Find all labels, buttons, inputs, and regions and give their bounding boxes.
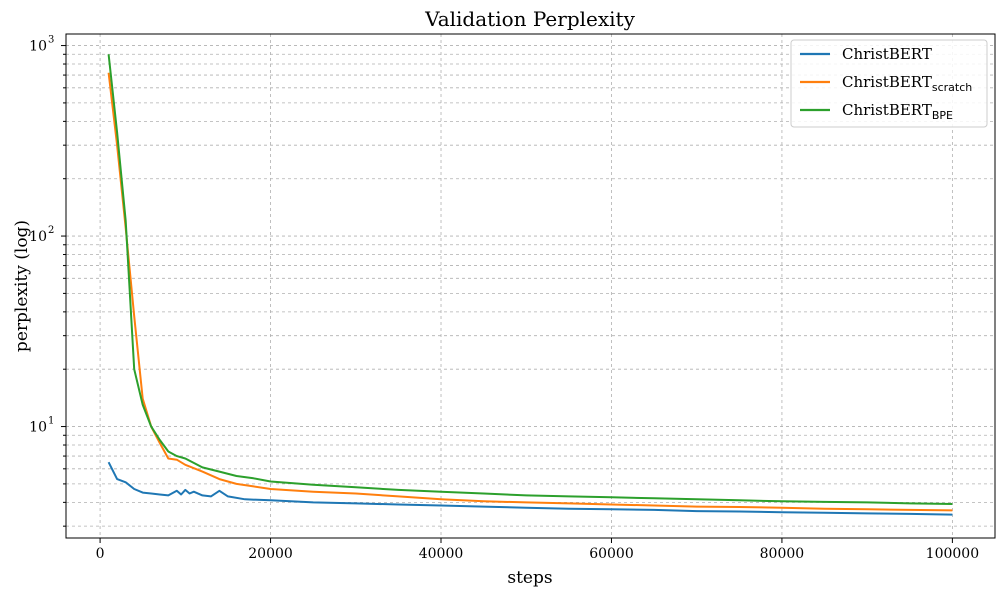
y-tick-base: 10 bbox=[29, 39, 47, 55]
x-tick-label: 0 bbox=[96, 546, 105, 562]
legend-label-subscript: BPE bbox=[932, 109, 953, 122]
y-tick-base: 10 bbox=[29, 229, 47, 245]
x-tick-label: 80000 bbox=[760, 546, 805, 562]
legend-label: ChristBERTBPE bbox=[842, 101, 953, 122]
series-line-base bbox=[107, 461, 953, 516]
y-tick-exponent: 2 bbox=[48, 225, 54, 236]
x-tick-label: 60000 bbox=[589, 546, 634, 562]
legend-box bbox=[790, 39, 988, 128]
series-line-bpe bbox=[107, 54, 953, 505]
legend-label: ChristBERTscratch bbox=[842, 73, 972, 94]
y-tick-base: 10 bbox=[29, 420, 47, 436]
y-tick-label: 10 1 bbox=[29, 416, 54, 436]
series-lines bbox=[107, 54, 953, 516]
y-axis-label: perplexity (log) bbox=[12, 220, 32, 352]
legend-label-name: ChristBERT bbox=[842, 45, 932, 63]
legend-label: ChristBERT bbox=[842, 45, 932, 63]
legend-label-name: ChristBERT bbox=[842, 73, 932, 91]
x-tick-label: 100000 bbox=[926, 546, 979, 562]
plot-frame bbox=[65, 33, 996, 539]
legend-item: ChristBERT bbox=[800, 45, 932, 63]
x-axis: 0 20000 40000 60000 80000 100000 bbox=[96, 538, 979, 562]
x-tick-label: 20000 bbox=[248, 546, 293, 562]
x-axis-label: steps bbox=[507, 568, 552, 588]
y-tick-exponent: 3 bbox=[48, 35, 54, 46]
y-tick-label: 10 3 bbox=[29, 35, 54, 55]
legend-label-name: ChristBERT bbox=[842, 101, 932, 119]
legend-label-subscript: scratch bbox=[932, 81, 972, 94]
legend-item: ChristBERTscratch bbox=[800, 73, 972, 94]
legend-item: ChristBERTBPE bbox=[800, 101, 953, 122]
y-tick-exponent: 1 bbox=[48, 416, 54, 427]
chart-title: Validation Perplexity bbox=[424, 7, 635, 31]
x-tick-label: 40000 bbox=[419, 546, 464, 562]
y-tick-label: 10 2 bbox=[29, 225, 54, 245]
